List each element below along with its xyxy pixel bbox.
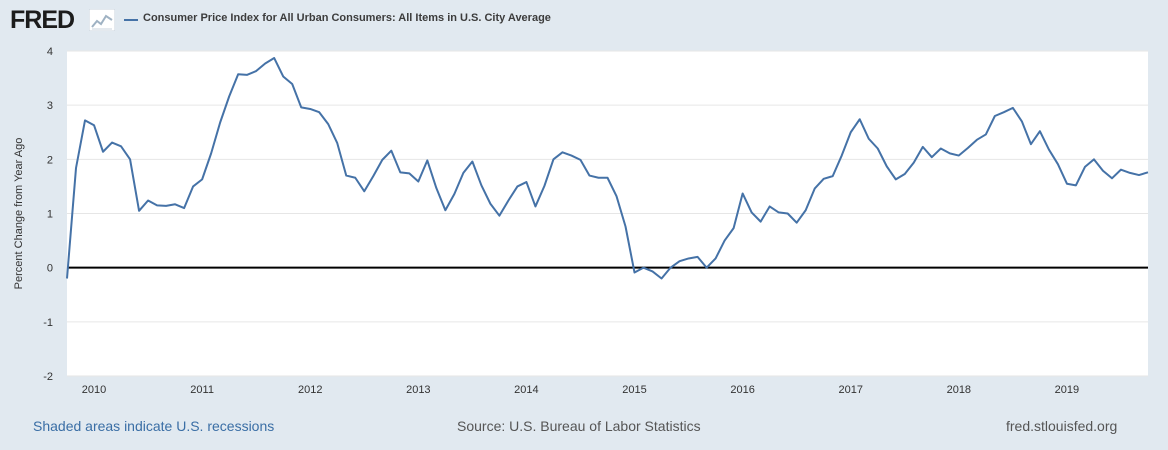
x-tick-label: 2011 — [190, 384, 214, 396]
y-tick-label: 1 — [47, 209, 53, 221]
legend-series-swatch — [124, 19, 138, 21]
x-axis-tick-labels: 2010 2011 2012 2013 2014 2015 2016 2017 2018 2019 — [82, 384, 1079, 396]
y-axis-label: Percent Change from Year Ago — [13, 138, 25, 290]
x-tick-label: 2017 — [838, 384, 862, 396]
x-tick-label: 2013 — [406, 384, 430, 396]
fred-logo-chart-icon — [89, 9, 115, 31]
x-tick-label: 2014 — [514, 384, 538, 396]
series-line-cpi[interactable] — [66, 57, 1149, 280]
x-tick-label: 2019 — [1055, 384, 1079, 396]
source-note[interactable]: Source: U.S. Bureau of Labor Statistics — [457, 418, 701, 434]
y-tick-label: -1 — [43, 317, 53, 329]
x-tick-label: 2015 — [622, 384, 646, 396]
y-tick-label: 0 — [47, 263, 53, 275]
y-tick-label: 3 — [47, 100, 53, 112]
chart-header: FRED Consumer Price Index for All Urban … — [0, 0, 1168, 40]
y-axis-tick-labels: 4 3 2 1 0 -1 -2 — [43, 46, 53, 383]
legend-series-label[interactable]: Consumer Price Index for All Urban Consu… — [143, 12, 551, 24]
x-tick-label: 2012 — [298, 384, 322, 396]
y-tick-label: 4 — [47, 46, 53, 58]
site-link[interactable]: fred.stlouisfed.org — [1006, 418, 1118, 434]
recessions-note[interactable]: Shaded areas indicate U.S. recessions — [33, 418, 275, 434]
x-tick-label: 2018 — [947, 384, 971, 396]
y-tick-label: 2 — [47, 154, 53, 166]
x-tick-label: 2010 — [82, 384, 106, 396]
fred-logo[interactable]: FRED — [10, 6, 75, 34]
x-tick-label: 2016 — [730, 384, 754, 396]
y-tick-label: -2 — [43, 371, 53, 383]
